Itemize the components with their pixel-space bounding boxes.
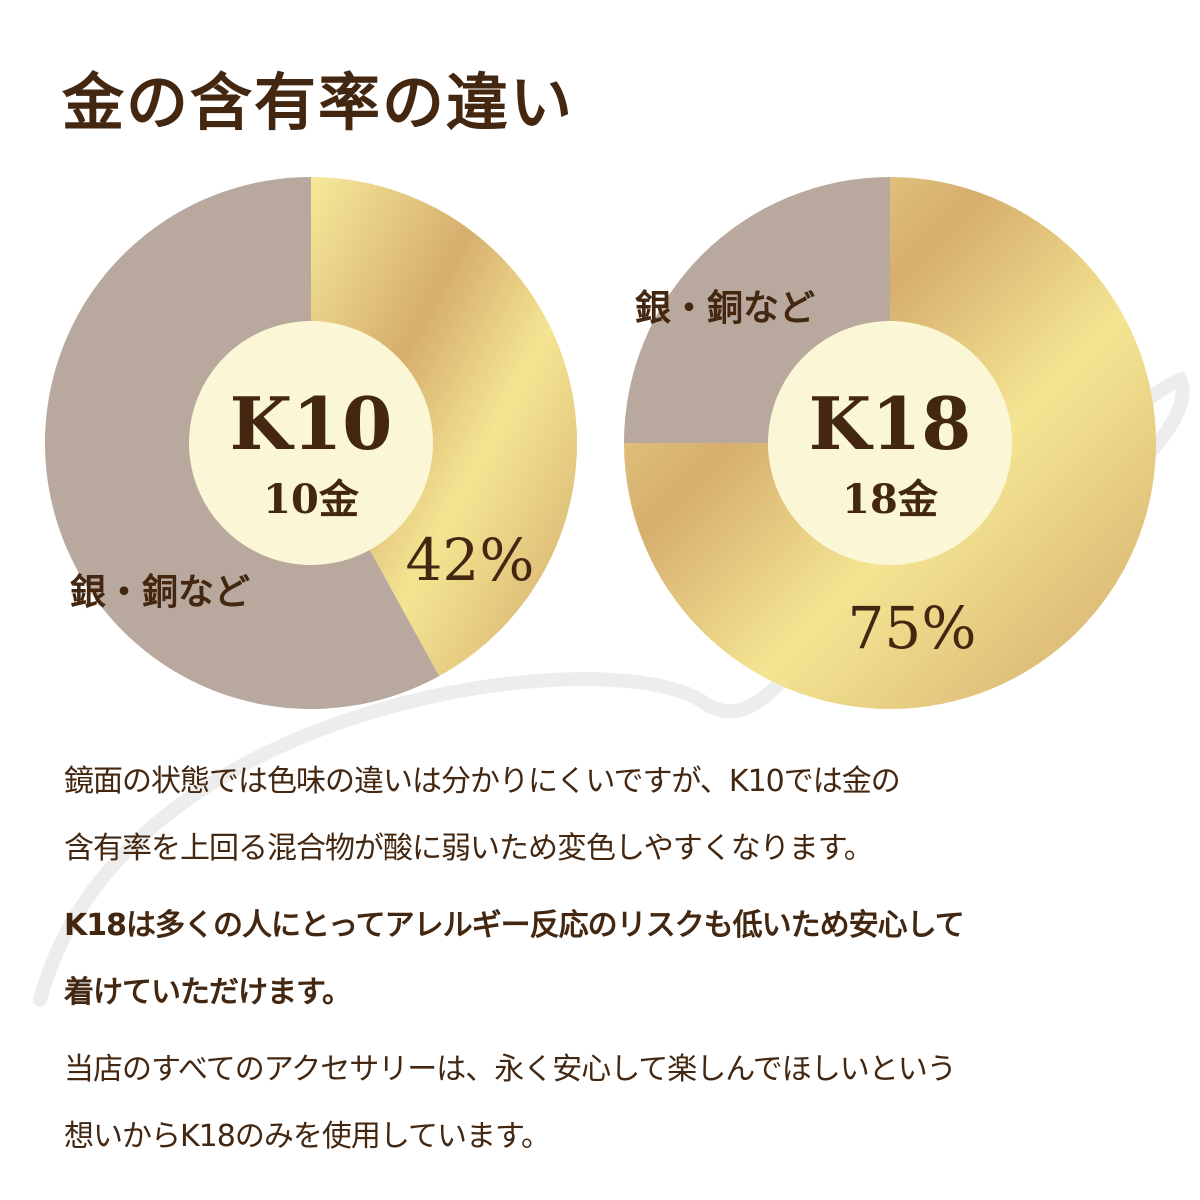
center-title: K18 (809, 381, 972, 466)
gold-percent-label: 42% (406, 526, 535, 594)
page-title: 金の含有率の違い (62, 66, 575, 139)
paragraph-line: K18は多くの人にとってアレルギー反応のリスクも低いため安心して (64, 908, 965, 943)
k10-donut-chart: K10 10金 42% 銀・銅など (45, 177, 578, 709)
center-subtitle: 10金 (263, 476, 360, 523)
paragraph-2: K18は多くの人にとってアレルギー反応のリスクも低いため安心して 着けていただけ… (64, 892, 1164, 1026)
paragraph-line: 着けていただけます。 (64, 975, 352, 1010)
paragraph-3: 当店のすべてのアクセサリーは、永く安心して楽しんでほしいという 想いからK18の… (64, 1036, 1164, 1170)
paragraph-line: 当店のすべてのアクセサリーは、永く安心して楽しんでほしいという (64, 1052, 957, 1087)
paragraph-line: 鏡面の状態では色味の違いは分かりにくいですが、K10では金の (64, 764, 901, 799)
paragraph-line: 想いからK18のみを使用しています。 (64, 1119, 551, 1154)
donut-center (189, 321, 433, 565)
paragraph-line: 含有率を上回る混合物が酸に弱いため変色しやすくなります。 (64, 831, 874, 866)
donut-center (768, 321, 1012, 565)
gold-slice (311, 177, 578, 677)
center-subtitle: 18金 (842, 476, 939, 523)
paragraph-1: 鏡面の状態では色味の違いは分かりにくいですが、K10では金の 含有率を上回る混合… (64, 748, 1164, 882)
k18-donut-chart: K18 18金 75% 銀・銅など (624, 177, 1156, 709)
center-title: K10 (230, 381, 393, 466)
alloy-label: 銀・銅など (635, 287, 815, 329)
gold-percent-label: 75% (848, 594, 977, 662)
alloy-label: 銀・銅など (70, 571, 250, 613)
